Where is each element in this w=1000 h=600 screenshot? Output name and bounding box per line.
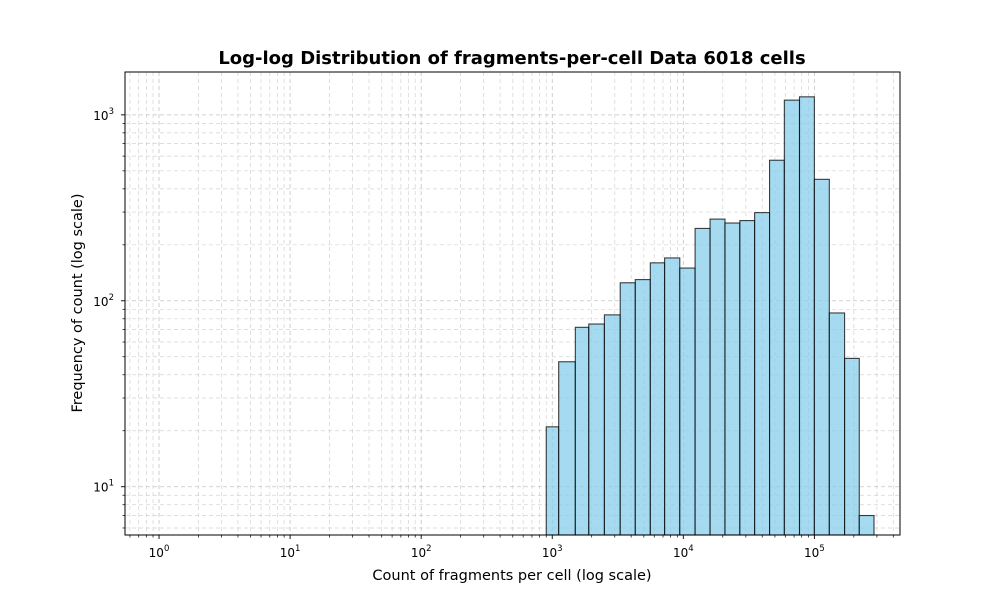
y-axis-label: Frequency of count (log scale) (70, 193, 86, 412)
histogram-bar (545, 426, 560, 536)
histogram-bar (844, 357, 860, 536)
y-tick-label: 103 (93, 107, 114, 123)
histogram-bar (679, 267, 696, 536)
histogram-bar (754, 212, 771, 536)
chart-title: Log-log Distribution of fragments-per-ce… (218, 48, 805, 69)
histogram-bar (558, 361, 576, 536)
histogram-bar (619, 282, 636, 536)
x-tick-label: 104 (673, 544, 694, 560)
histogram-bar (574, 326, 590, 536)
x-tick-label: 102 (411, 544, 432, 560)
histogram-bar (798, 96, 815, 536)
x-tick-label: 101 (280, 544, 301, 560)
histogram-bar (634, 279, 651, 536)
histogram-bar (603, 314, 621, 536)
histogram-bar (694, 227, 711, 536)
x-tick-label: 103 (542, 544, 563, 560)
histogram-bar (858, 514, 875, 536)
histogram-bar (769, 159, 785, 536)
histogram-bar (783, 99, 801, 536)
x-axis-label: Count of fragments per cell (log scale) (372, 568, 651, 584)
histogram-bar (813, 178, 830, 536)
x-tick-label: 100 (149, 544, 170, 560)
histogram-bar (724, 222, 741, 536)
histogram-bar (739, 220, 756, 536)
y-tick-label: 101 (93, 479, 114, 495)
axis-ticks: 100 101 102 103 104 105 101 102 103 (93, 107, 894, 560)
x-tick-label: 105 (804, 544, 825, 560)
histogram-bar (709, 218, 726, 536)
y-tick-label: 102 (93, 293, 114, 309)
histogram-bar (649, 262, 666, 536)
histogram-bar (588, 323, 605, 536)
histogram-bar (828, 312, 846, 536)
histogram-bar (664, 257, 681, 536)
histogram-bars (545, 96, 875, 536)
